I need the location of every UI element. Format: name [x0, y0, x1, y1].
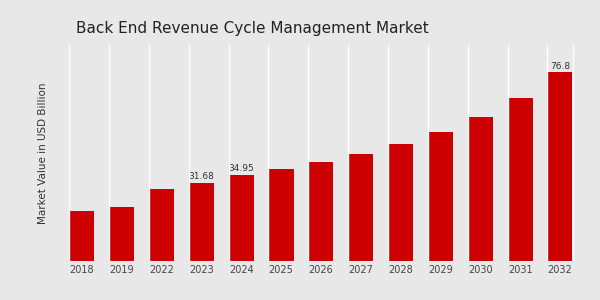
Bar — [388, 144, 413, 261]
Bar — [468, 117, 493, 261]
Text: 76.8: 76.8 — [550, 61, 570, 70]
Bar — [149, 189, 174, 261]
Text: Back End Revenue Cycle Management Market: Back End Revenue Cycle Management Market — [76, 21, 428, 36]
Bar — [349, 154, 373, 261]
Bar — [508, 98, 533, 261]
Bar — [548, 73, 572, 261]
Bar — [428, 132, 453, 261]
Bar — [109, 207, 134, 261]
Y-axis label: Market Value in USD Billion: Market Value in USD Billion — [38, 82, 49, 224]
Bar — [308, 162, 334, 261]
Bar — [269, 169, 293, 261]
Text: 31.68: 31.68 — [188, 172, 214, 181]
Bar — [229, 175, 254, 261]
Bar — [70, 211, 94, 261]
Text: 34.95: 34.95 — [229, 164, 254, 173]
Bar — [189, 183, 214, 261]
